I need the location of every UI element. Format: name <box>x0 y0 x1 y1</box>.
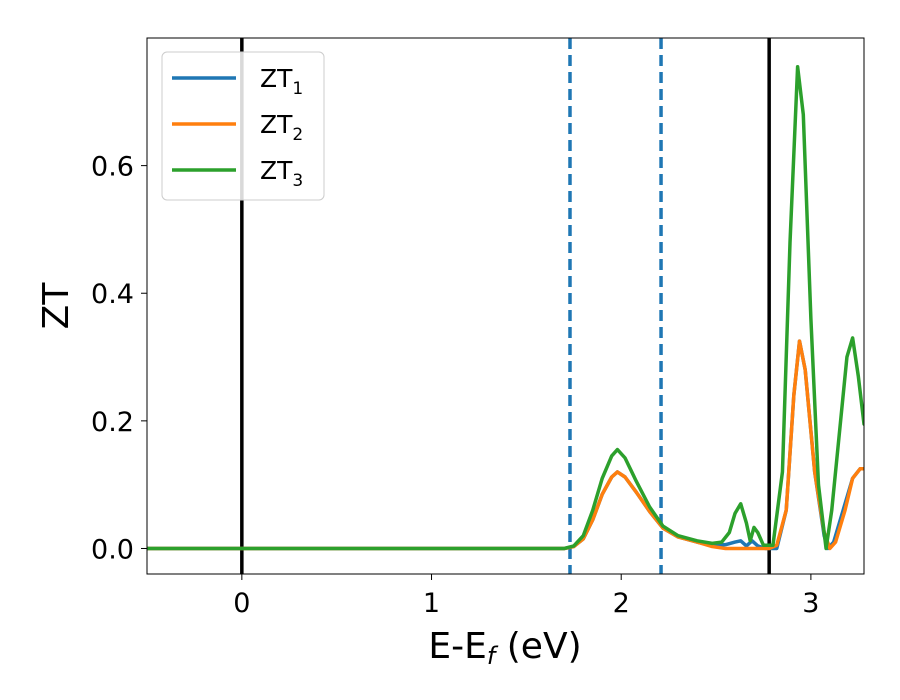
x-tick-label: 1 <box>423 588 440 619</box>
y-tick-label: 0.4 <box>91 279 134 310</box>
x-tick-label: 3 <box>802 588 819 619</box>
legend-label-zt3: ZT3 <box>260 156 303 191</box>
y-tick-label: 0.2 <box>91 407 134 438</box>
y-axis-label: ZT <box>36 282 77 330</box>
legend-box <box>161 51 325 201</box>
y-tick-label: 0.6 <box>91 152 134 183</box>
y-tick-label: 0.0 <box>91 534 134 565</box>
legend-label-zt2: ZT2 <box>260 110 303 145</box>
legend: ZT1 ZT2 ZT3 <box>161 51 325 201</box>
series-line-zt1 <box>147 339 864 551</box>
legend-label-zt1: ZT1 <box>260 64 303 99</box>
x-tick-label: 2 <box>613 588 630 619</box>
series-line-zt2 <box>147 339 864 551</box>
series-line-zt3 <box>147 64 864 551</box>
x-tick-label: 0 <box>233 588 250 619</box>
x-axis-label: E-Ef (eV) <box>428 626 581 670</box>
plot-frame <box>146 37 865 575</box>
